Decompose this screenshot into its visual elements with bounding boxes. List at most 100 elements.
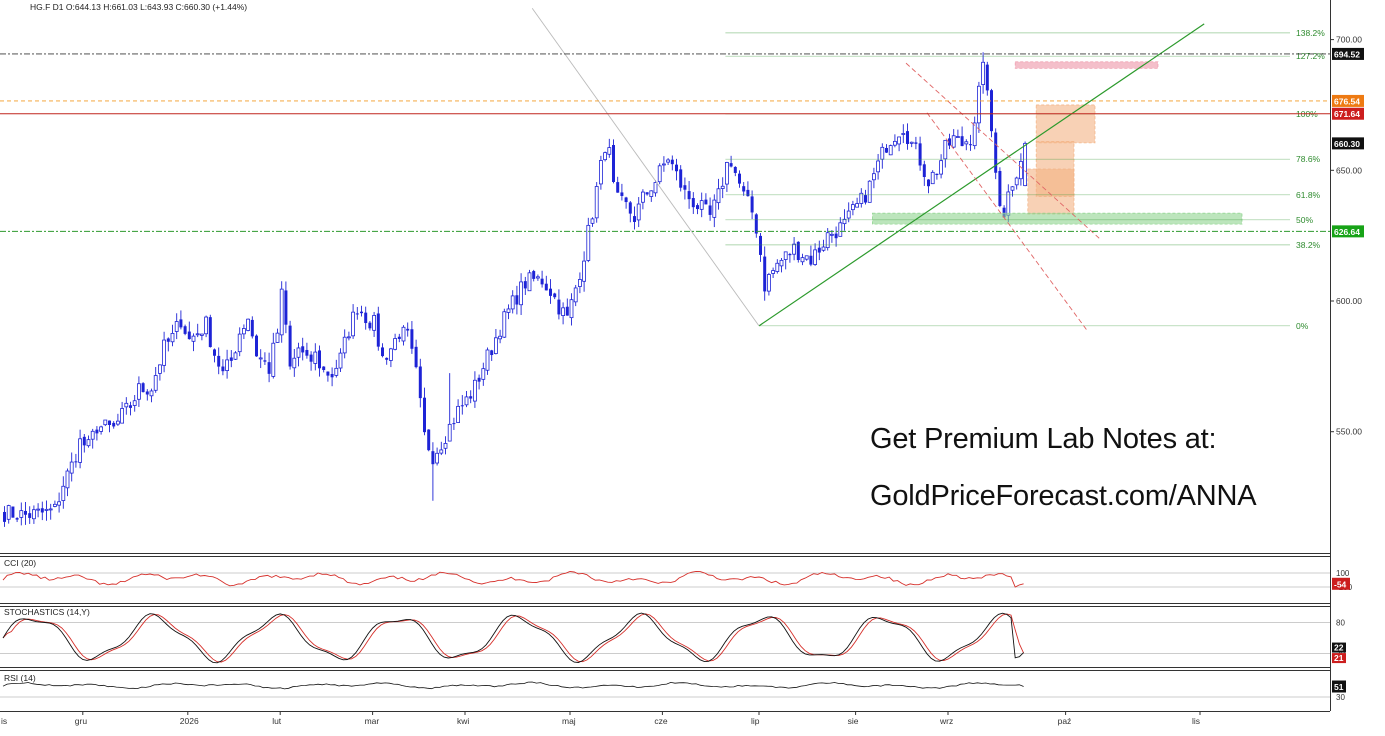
candle [481,362,486,386]
candle [624,196,628,209]
trendline-channel-lower [926,112,1087,331]
candle-body-down [733,166,737,173]
candle-body-up [586,224,591,261]
candle [255,334,258,357]
promo-url[interactable]: GoldPriceForecast.com/ANNA [870,480,1257,512]
candle [296,342,301,367]
candle-body-up [636,203,641,221]
stoch-k-line [2,612,1024,664]
candle-body-down [624,197,628,203]
candle-body-up [649,190,654,197]
candle [456,399,461,424]
candle [431,442,435,501]
price-axis-label: 700.00 [1336,35,1362,45]
candle-body-up [271,342,276,377]
cci-last-label: -54 [1334,579,1347,589]
candle [40,501,44,521]
candle-body-up [699,200,704,210]
candle-body-up [116,420,120,425]
candle-body-down [788,254,792,256]
candle [788,252,792,263]
candle-body-down [675,164,678,172]
chart-header-ohlc: HG.F D1 O:644.13 H:661.03 L:643.93 C:660… [30,2,247,12]
candle-body-up [813,249,817,265]
candle [166,337,170,352]
time-axis-label: maj [562,716,576,726]
zone-support-green [872,212,1243,225]
candle-body-down [381,347,384,357]
candle [998,167,1002,208]
candle [267,352,271,383]
stoch-d-label: 21 [1334,653,1344,663]
candle-body-up [149,390,154,397]
candle [477,374,481,390]
candle [990,88,993,138]
candle [855,197,859,208]
level-price-tag [1332,107,1364,120]
level-price-label: 694.52 [1334,49,1360,59]
candle [464,390,469,408]
trendline-channel-upper [905,62,1100,239]
candle [19,502,24,526]
candle-body-up [388,348,393,361]
candle-body-down [418,366,422,399]
fib-level-label: 0% [1296,321,1309,331]
candle-body-down [469,396,473,399]
candle-body-up [61,485,66,501]
candle [553,292,557,300]
candle-body-down [990,90,993,132]
candle-body-up [502,311,507,338]
candle-body-up [716,188,721,204]
candle-body-down [817,247,821,253]
candle-body-up [204,316,209,335]
candle-body-down [994,132,998,173]
candle-body-down [616,182,620,193]
candle [675,158,678,181]
candle [145,389,149,401]
candle [775,259,780,274]
candle-body-up [569,299,574,319]
candle-body-down [250,319,254,337]
candle-body-up [888,145,893,156]
candle-body-up [897,136,901,145]
candle [733,166,737,177]
candle [246,318,251,332]
candle-body-up [401,326,406,342]
candle-body-down [670,159,674,165]
candle [397,333,401,343]
candle-body-down [360,311,363,314]
candle-body-down [183,326,187,334]
candle [1023,141,1027,187]
level-price-label: 671.64 [1334,109,1360,119]
candle-body-up [893,140,897,146]
candle [149,388,154,403]
candle [318,345,321,377]
last-price-tag [1332,137,1364,150]
candle-body-up [351,311,356,337]
candle [922,160,926,186]
candle [195,323,200,338]
candle-body-up [120,408,124,424]
candle [510,290,515,314]
candle [157,364,162,381]
candle-body-down [187,331,191,340]
candle-body-up [779,259,784,267]
candle [355,307,359,320]
candle-body-down [544,283,548,291]
candle-body-down [145,391,149,395]
candle [951,129,956,149]
candle [729,155,733,168]
candle-body-down [141,383,145,393]
candle [342,329,347,359]
candle [82,434,86,453]
candle [334,359,339,378]
candle-body-down [288,325,292,367]
candle [65,468,70,497]
candle [830,230,834,243]
candle [948,133,951,150]
candle-body-up [838,222,843,237]
candle-body-up [493,337,498,354]
candle [586,217,591,263]
